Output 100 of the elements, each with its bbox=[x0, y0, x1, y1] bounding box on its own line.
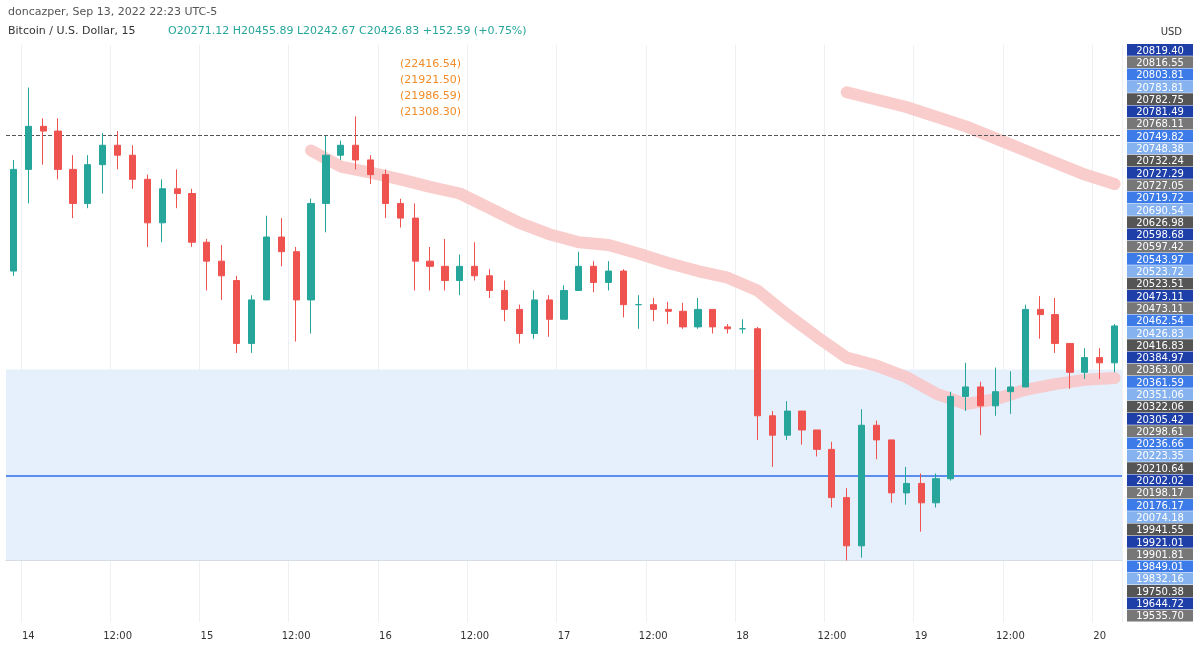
candlestick bbox=[129, 144, 136, 190]
candlestick bbox=[248, 294, 255, 354]
x-tick-label: 12:00 bbox=[281, 629, 311, 641]
text: 20783.81 bbox=[1136, 81, 1184, 93]
text: 20597.42 bbox=[1136, 241, 1184, 253]
candlestick bbox=[159, 178, 166, 243]
text: (22416.54) bbox=[400, 57, 462, 70]
text: 20690.54 bbox=[1136, 204, 1184, 216]
candlestick bbox=[486, 268, 493, 299]
candlestick bbox=[1081, 347, 1088, 380]
x-tick-label: 17 bbox=[557, 629, 571, 641]
candlestick bbox=[144, 174, 151, 248]
text: 20210.64 bbox=[1136, 462, 1184, 474]
text: 20176.17 bbox=[1136, 499, 1184, 511]
text: 20198.17 bbox=[1136, 487, 1184, 499]
candlestick bbox=[754, 326, 761, 441]
candlestick bbox=[605, 260, 612, 291]
text: 20361.59 bbox=[1136, 376, 1184, 388]
annotation: (21308.30) bbox=[400, 105, 462, 118]
candlestick bbox=[665, 301, 672, 325]
candlestick bbox=[322, 135, 330, 233]
candlestick bbox=[1007, 370, 1014, 415]
text: 20626.98 bbox=[1136, 216, 1184, 228]
candlestick bbox=[69, 154, 77, 219]
candlestick bbox=[903, 466, 910, 506]
candlestick bbox=[635, 294, 642, 330]
candlestick bbox=[694, 297, 702, 330]
text: 19921.01 bbox=[1136, 536, 1184, 548]
candlestick bbox=[174, 168, 181, 209]
text: 20236.66 bbox=[1136, 438, 1184, 450]
text: 20732.24 bbox=[1136, 155, 1184, 167]
candlestick bbox=[858, 408, 865, 559]
candlestick bbox=[546, 294, 553, 338]
candlestick bbox=[918, 472, 925, 533]
annotation: (21986.59) bbox=[400, 89, 462, 102]
text: 20819.40 bbox=[1136, 44, 1184, 56]
candlestick bbox=[233, 275, 240, 354]
candlestick bbox=[679, 302, 687, 330]
text: 20749.82 bbox=[1136, 130, 1184, 142]
text: 20719.72 bbox=[1136, 192, 1184, 204]
text: 19832.16 bbox=[1136, 573, 1184, 585]
candlestick bbox=[650, 297, 657, 322]
x-tick-label: 12:00 bbox=[460, 629, 490, 641]
candlestick bbox=[798, 410, 806, 446]
candlestick bbox=[278, 217, 285, 267]
x-tick-label: 12:00 bbox=[817, 629, 847, 641]
chart-title: Bitcoin / U.S. Dollar, 15 bbox=[8, 24, 136, 37]
candlestick bbox=[25, 87, 32, 204]
candlestick bbox=[337, 140, 344, 161]
candlestick bbox=[1051, 297, 1059, 354]
candlestick bbox=[590, 260, 597, 293]
text: 19535.70 bbox=[1136, 610, 1184, 622]
candlestick bbox=[575, 251, 582, 291]
candlestick bbox=[813, 429, 821, 457]
x-tick-label: 18 bbox=[736, 629, 749, 641]
candlestick bbox=[888, 439, 895, 504]
text: 20816.55 bbox=[1136, 56, 1184, 68]
candlestick bbox=[367, 154, 374, 185]
candlestick bbox=[1096, 347, 1103, 380]
candlestick bbox=[516, 304, 523, 344]
text: 20305.42 bbox=[1136, 413, 1184, 425]
candlestick bbox=[1037, 295, 1044, 340]
text: 20768.11 bbox=[1136, 118, 1184, 130]
text: 19849.01 bbox=[1136, 561, 1184, 573]
candlestick bbox=[873, 420, 880, 460]
candlestick bbox=[218, 244, 225, 301]
candlestick bbox=[456, 254, 463, 296]
text: USD bbox=[1160, 25, 1183, 37]
candlestick bbox=[560, 284, 568, 320]
text: 20363.00 bbox=[1136, 364, 1184, 376]
text: doncazper, Sep 13, 2022 22:23 UTC-5 bbox=[8, 5, 218, 18]
x-tick-label: 20 bbox=[1093, 629, 1107, 641]
text: 20322.06 bbox=[1136, 401, 1184, 413]
candlestick bbox=[441, 238, 449, 291]
candlestick bbox=[932, 472, 940, 509]
text: 20351.06 bbox=[1136, 388, 1184, 400]
candlestick bbox=[352, 115, 359, 170]
text: (21921.50) bbox=[400, 73, 462, 86]
candlestick bbox=[739, 318, 746, 334]
text: 20748.38 bbox=[1136, 143, 1184, 155]
candlestick bbox=[203, 238, 210, 291]
candlestick bbox=[188, 188, 196, 248]
candlestick bbox=[962, 362, 969, 412]
candlestick bbox=[769, 410, 776, 468]
candlestick bbox=[471, 241, 478, 282]
text: 20727.29 bbox=[1136, 167, 1184, 179]
chart-subtitle: O20271.12 H20455.89 L20242.67 C20426.83 +152.59 (+0.75%) bbox=[168, 24, 527, 37]
text: 20523.51 bbox=[1136, 278, 1184, 290]
candlestick bbox=[426, 246, 434, 291]
text: 20598.68 bbox=[1136, 229, 1184, 241]
candlestick bbox=[724, 323, 731, 334]
candlestick bbox=[1111, 323, 1118, 373]
text: 20803.81 bbox=[1136, 69, 1184, 81]
candlestick bbox=[947, 391, 954, 482]
text: 19750.38 bbox=[1136, 585, 1184, 597]
candlestick bbox=[412, 202, 419, 291]
text: 20523.72 bbox=[1136, 266, 1184, 278]
text: 20473.11 bbox=[1136, 290, 1184, 302]
candlestick bbox=[293, 246, 300, 343]
candlestick bbox=[114, 130, 121, 170]
